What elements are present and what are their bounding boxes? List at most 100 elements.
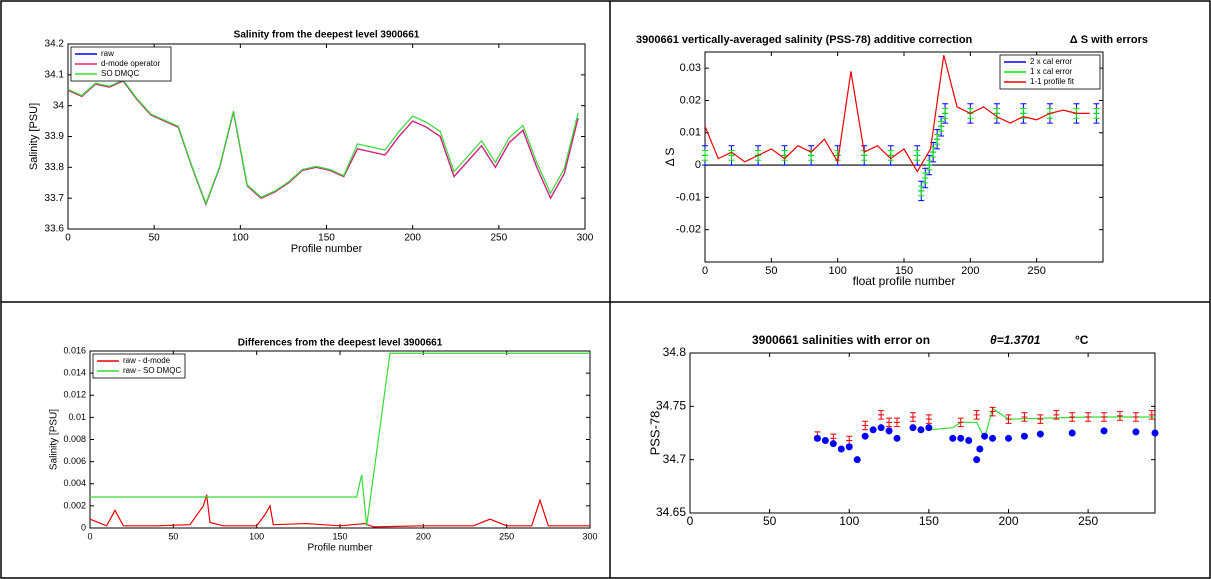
- x-tick-label: 50: [149, 233, 161, 244]
- error-bar: [1037, 414, 1044, 424]
- marker: [1036, 430, 1044, 438]
- x-tick-label: 300: [577, 233, 594, 244]
- y-tick-label: 0.004: [63, 478, 86, 488]
- error-bar: [861, 150, 868, 161]
- error-bar: [942, 108, 949, 119]
- y-tick-label: 34.75: [656, 399, 686, 413]
- x-tick-label: 150: [895, 265, 913, 277]
- error-bar: [1101, 412, 1108, 422]
- x-tick-label: 150: [332, 531, 347, 541]
- error-bar: [862, 420, 869, 431]
- error-bar: [909, 412, 916, 422]
- y-tick-label: 33.8: [45, 162, 65, 173]
- x-axis-label: Profile number: [291, 243, 363, 255]
- y-tick-label: 33.6: [45, 224, 65, 235]
- error-bar: [989, 406, 996, 417]
- legend-box: [92, 353, 186, 379]
- marker: [813, 434, 821, 442]
- marker: [1151, 429, 1159, 437]
- chart-title: Differences from the deepest level 39006…: [238, 338, 443, 349]
- marker: [1020, 432, 1028, 440]
- y-tick-label: 34.65: [656, 505, 686, 519]
- legend-label: 1-1 profile fit: [1030, 77, 1075, 86]
- x-tick-label: 200: [404, 233, 421, 244]
- error-bar: [1069, 412, 1076, 422]
- y-tick-label: 0.01: [680, 127, 701, 139]
- x-tick-label: 150: [919, 514, 939, 528]
- x-tick-label: 0: [65, 233, 71, 244]
- y-tick-label: 0.008: [63, 434, 86, 444]
- x-tick-label: 250: [499, 531, 514, 541]
- annotation: Δ S with errors: [1070, 34, 1148, 46]
- y-tick-label: 0.01: [68, 412, 86, 422]
- marker: [949, 434, 957, 442]
- error-bar: [993, 108, 1000, 119]
- marker: [829, 440, 837, 448]
- marker: [845, 443, 853, 451]
- y-tick-label: 0: [81, 522, 86, 532]
- marker: [885, 427, 893, 435]
- marker: [837, 445, 845, 453]
- series-line: [67, 79, 579, 206]
- y-tick-label: 34.8: [663, 345, 687, 359]
- error-bar: [938, 120, 945, 132]
- marker: [973, 456, 981, 464]
- marker: [1100, 427, 1108, 435]
- y-tick-label: 0.02: [680, 94, 701, 106]
- x-tick-label: 100: [249, 531, 264, 541]
- error-bar: [925, 414, 932, 424]
- error-bar: [1116, 411, 1123, 421]
- x-tick-label: 250: [490, 233, 507, 244]
- y-axis-label: Δ S: [663, 148, 677, 167]
- x-tick-label: 250: [1027, 265, 1045, 277]
- y-tick-label: 0.014: [63, 368, 86, 378]
- chart-title: 3900661 vertically-averaged salinity (PS…: [636, 34, 973, 46]
- x-axis-label: Profile number: [307, 543, 373, 554]
- error-bar: [922, 172, 929, 184]
- y-tick-label: 0.012: [63, 390, 86, 400]
- marker: [1004, 434, 1012, 442]
- error-bar: [1085, 412, 1092, 422]
- x-tick-label: 250: [1078, 514, 1098, 528]
- x-tick-label: 100: [232, 233, 249, 244]
- x-tick-label: 100: [828, 265, 846, 277]
- legend-label: 1 x cal error: [1030, 67, 1073, 76]
- y-axis-label: Salinity [PSU]: [28, 103, 40, 170]
- error-bar: [1020, 108, 1027, 119]
- marker: [965, 436, 973, 444]
- marker: [853, 456, 861, 464]
- y-tick-label: 33.9: [45, 131, 65, 142]
- marker: [989, 434, 997, 442]
- error-bar: [1005, 414, 1012, 424]
- y-tick-label: 33.7: [45, 193, 65, 204]
- x-tick-label: 200: [998, 514, 1018, 528]
- y-tick-label: 0.006: [63, 456, 86, 466]
- x-tick-label: 100: [839, 514, 859, 528]
- legend-label: raw: [101, 49, 114, 58]
- y-tick-label: 34.2: [45, 39, 65, 50]
- series-line: [67, 80, 579, 207]
- x-axis-label: float profile number: [853, 274, 956, 288]
- marker: [893, 434, 901, 442]
- y-tick-label: 0: [695, 159, 701, 171]
- legend-label: raw - SO DMQC: [123, 366, 181, 375]
- series-line: [89, 494, 590, 528]
- series-line: [704, 55, 1090, 173]
- marker: [869, 426, 877, 434]
- y-tick-label: 0.03: [680, 62, 701, 74]
- series-line: [90, 352, 590, 526]
- error-bar: [1148, 410, 1155, 420]
- error-bar: [808, 150, 815, 161]
- y-tick-label: -0.01: [676, 191, 701, 203]
- legend-label: d-mode operator: [101, 59, 160, 68]
- marker: [925, 424, 933, 432]
- legend-label: 2 x cal error: [1030, 57, 1073, 66]
- error-bar: [1053, 410, 1060, 420]
- x-tick-label: 200: [961, 265, 979, 277]
- marker: [917, 426, 925, 434]
- x-tick-label: 50: [765, 265, 777, 277]
- error-bar: [934, 133, 941, 145]
- marker: [861, 432, 869, 440]
